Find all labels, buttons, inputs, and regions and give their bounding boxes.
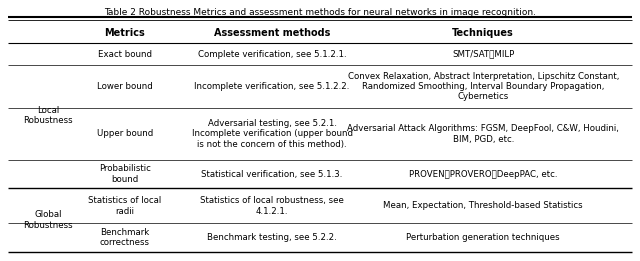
Text: SMT/SAT、MILP: SMT/SAT、MILP xyxy=(452,50,515,58)
Text: Benchmark testing, see 5.2.2.: Benchmark testing, see 5.2.2. xyxy=(207,233,337,242)
Text: Exact bound: Exact bound xyxy=(98,50,152,58)
Text: Probabilistic
bound: Probabilistic bound xyxy=(99,164,151,184)
Text: Assessment methods: Assessment methods xyxy=(214,28,330,38)
Text: Metrics: Metrics xyxy=(104,28,145,38)
Text: Incomplete verification, see 5.1.2.2.: Incomplete verification, see 5.1.2.2. xyxy=(195,82,349,91)
Text: Perturbation generation techniques: Perturbation generation techniques xyxy=(406,233,560,242)
Text: Statistical verification, see 5.1.3.: Statistical verification, see 5.1.3. xyxy=(202,170,342,179)
Text: PROVEN、PROVERO、DeepPAC, etc.: PROVEN、PROVERO、DeepPAC, etc. xyxy=(409,170,557,179)
Text: Mean, Expectation, Threshold-based Statistics: Mean, Expectation, Threshold-based Stati… xyxy=(383,201,583,210)
Text: Lower bound: Lower bound xyxy=(97,82,153,91)
Text: Adversarial Attack Algorithms: FGSM, DeepFool, C&W, Houdini,
BIM, PGD, etc.: Adversarial Attack Algorithms: FGSM, Dee… xyxy=(348,124,619,144)
Text: Local
Robustness: Local Robustness xyxy=(23,106,73,125)
Text: Complete verification, see 5.1.2.1.: Complete verification, see 5.1.2.1. xyxy=(198,50,346,58)
Text: Statistics of local robustness, see
4.1.2.1.: Statistics of local robustness, see 4.1.… xyxy=(200,196,344,216)
Text: Global
Robustness: Global Robustness xyxy=(23,210,73,230)
Text: Convex Relaxation, Abstract Interpretation, Lipschitz Constant,
Randomized Smoot: Convex Relaxation, Abstract Interpretati… xyxy=(348,72,619,101)
Text: Benchmark
correctness: Benchmark correctness xyxy=(100,228,150,247)
Text: Upper bound: Upper bound xyxy=(97,129,153,138)
Text: Table 2 Robustness Metrics and assessment methods for neural networks in image r: Table 2 Robustness Metrics and assessmen… xyxy=(104,8,536,17)
Text: Adversarial testing, see 5.2.1.
Incomplete verification (upper bound
is not the : Adversarial testing, see 5.2.1. Incomple… xyxy=(191,119,353,149)
Text: Statistics of local
radii: Statistics of local radii xyxy=(88,196,161,216)
Text: Techniques: Techniques xyxy=(452,28,514,38)
